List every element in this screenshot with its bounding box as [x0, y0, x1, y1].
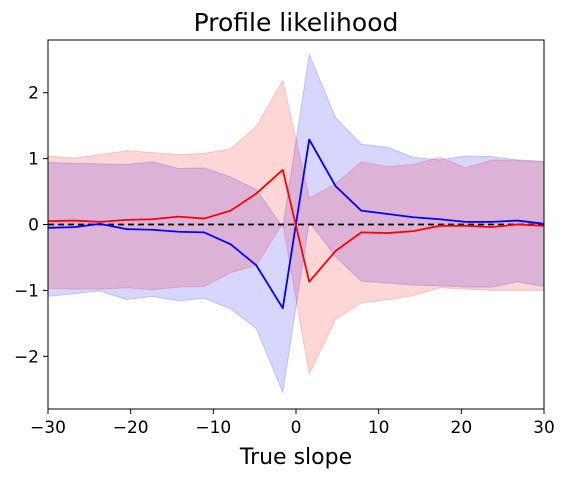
x-tick-label: 10 — [368, 418, 390, 438]
y-tick-label: 2 — [28, 84, 39, 104]
y-tick-label: −2 — [14, 347, 39, 367]
x-tick-label: 0 — [291, 418, 302, 438]
x-tick-label: 30 — [533, 418, 555, 438]
x-axis-label: True slope — [239, 445, 352, 470]
y-tick-label: 0 — [28, 216, 39, 236]
plot-area — [48, 52, 544, 395]
chart-title: Profile likelihood — [194, 8, 399, 37]
x-tick-label: −30 — [30, 418, 66, 438]
y-tick-label: −1 — [14, 281, 39, 301]
x-tick-label: −10 — [195, 418, 231, 438]
series-line-2 — [48, 168, 544, 283]
y-tick-label: 1 — [28, 150, 39, 170]
x-tick-label: −20 — [113, 418, 149, 438]
x-tick-label: 20 — [451, 418, 473, 438]
